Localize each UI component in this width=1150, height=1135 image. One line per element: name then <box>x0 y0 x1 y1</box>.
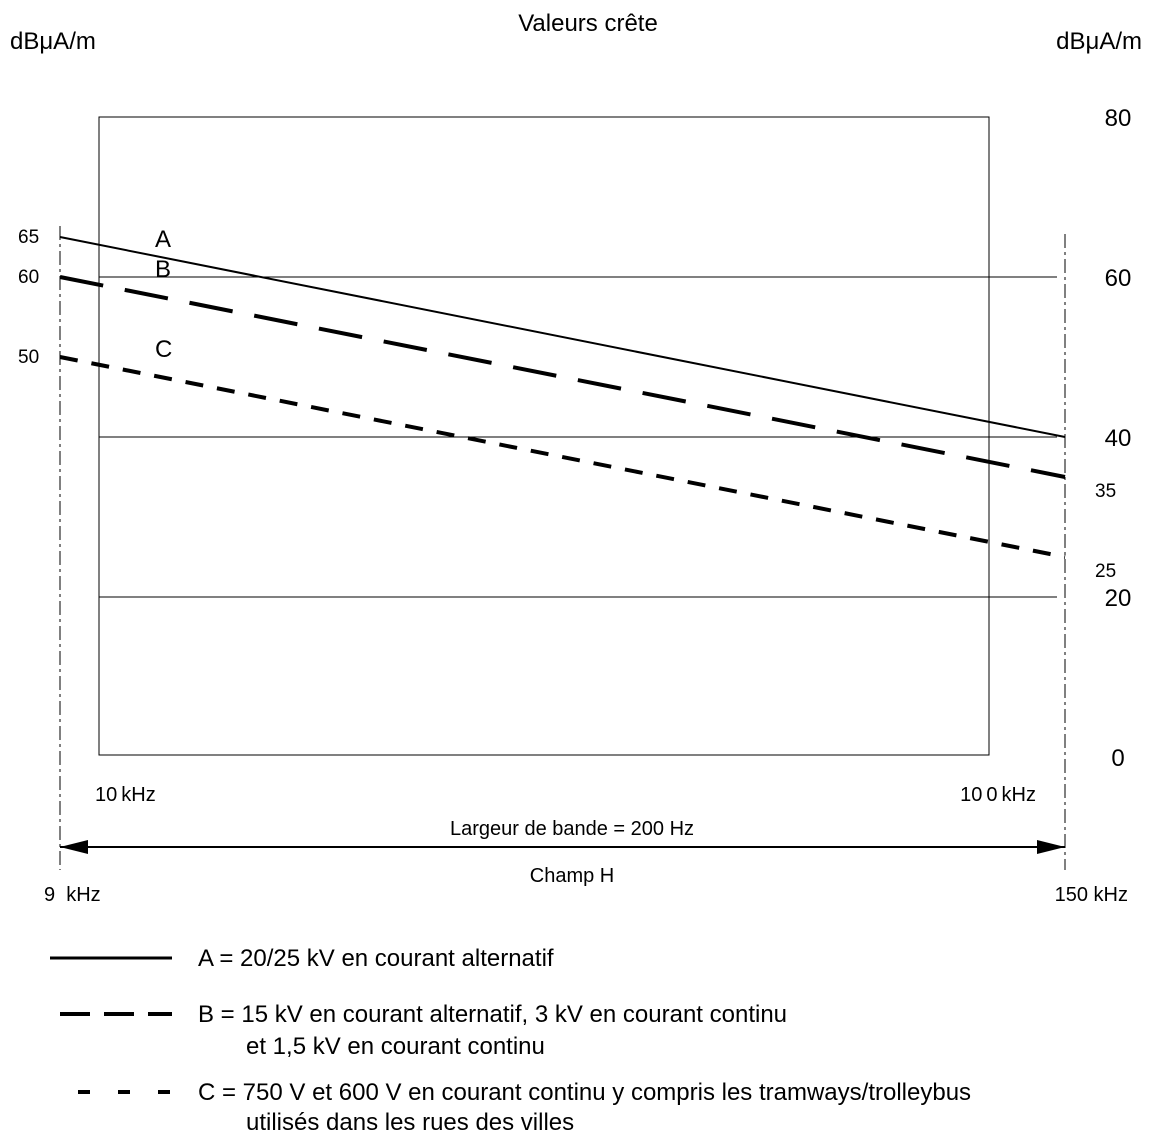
y-tick-label-0: 0 <box>1111 745 1124 772</box>
plot-frame <box>98 116 990 756</box>
series-label-c: C <box>155 336 172 363</box>
field-label: Champ H <box>530 865 614 887</box>
y-tick-label-40: 40 <box>1105 425 1132 452</box>
series-end-label-c: 25 <box>1095 561 1116 582</box>
series-line-c <box>59 355 1066 559</box>
x-tick-label-100khz: 10 0 kHz <box>960 784 1036 806</box>
chart-title: Valeurs crête <box>518 10 658 37</box>
x-label-150khz: 150 kHz <box>1055 884 1128 906</box>
legend-label-b-line1: B = 15 kV en courant alternatif, 3 kV en… <box>198 1001 787 1028</box>
y-axis-unit-right: dBμA/m <box>1056 28 1142 55</box>
legend: A = 20/25 kV en courant alternatif B = 1… <box>50 945 971 1135</box>
y-tick-label-80: 80 <box>1105 105 1132 132</box>
legend-label-c-line1: C = 750 V et 600 V en courant continu y … <box>198 1079 971 1106</box>
series-start-label-a: 65 <box>18 227 39 248</box>
legend-label-c-line2: utilisés dans les rues des villes <box>246 1109 574 1135</box>
series-start-label-c: 50 <box>18 347 39 368</box>
legend-label-a: A = 20/25 kV en courant alternatif <box>198 945 554 972</box>
series-line-b <box>59 275 1066 479</box>
legend-label-b-line2: et 1,5 kV en courant continu <box>246 1033 545 1060</box>
x-tick-label-10khz: 10 kHz <box>95 784 156 806</box>
y-axis-unit-left: dBμA/m <box>10 28 96 55</box>
bandwidth-label: Largeur de bande = 200 Hz <box>450 818 694 840</box>
series-label-b: B <box>155 256 171 283</box>
series-end-label-b: 35 <box>1095 481 1116 502</box>
x-label-9khz: 9 kHz <box>44 884 101 906</box>
y-tick-label-20: 20 <box>1105 585 1132 612</box>
y-tick-label-60: 60 <box>1105 265 1132 292</box>
series-line-a <box>59 236 1066 438</box>
series-start-label-b: 60 <box>18 267 39 288</box>
series-label-a: A <box>155 226 171 253</box>
